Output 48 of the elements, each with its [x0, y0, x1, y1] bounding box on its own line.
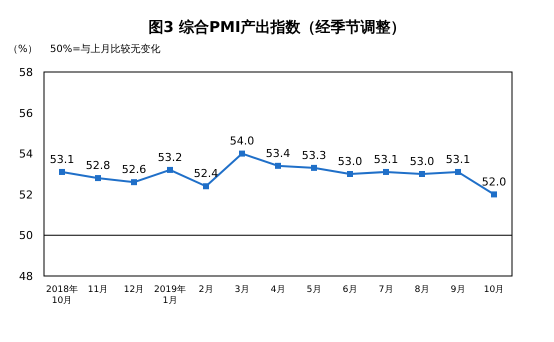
data-label: 53.2 [158, 150, 182, 164]
point [59, 168, 65, 175]
point [383, 168, 389, 175]
y-tick-label: 48 [19, 270, 33, 283]
y-tick-label: 50 [19, 229, 33, 242]
x-tick-label: 5月 [306, 285, 322, 295]
y-axis-title: （%） [8, 44, 38, 55]
data-label: 52.0 [482, 175, 506, 188]
data-label: 53.1 [374, 152, 398, 166]
data-label: 53.4 [266, 146, 290, 160]
point [311, 164, 317, 171]
data-label: 52.6 [122, 163, 146, 176]
point [419, 171, 425, 177]
data-label: 53.0 [410, 155, 434, 168]
data-label: 54.0 [230, 134, 254, 148]
point [203, 183, 209, 190]
data-label: 53.3 [302, 148, 326, 162]
chart-title: 图3 综合PMI产出指数（经季节调整） [148, 18, 406, 36]
text: 50%=与上月比较无变化 [50, 43, 161, 55]
data-label: 52.8 [86, 159, 110, 172]
y-tick-label: 58 [19, 66, 33, 79]
x-tick-label: 4月 [270, 285, 286, 295]
point [347, 171, 353, 177]
x-tick-label: 12月 [124, 285, 144, 295]
point [167, 166, 173, 173]
x-tick-label: 6月 [342, 285, 358, 295]
x-tick-label: 7月 [378, 285, 394, 295]
x-tick-label: 10月 [484, 285, 504, 295]
x-tick-label: 11月 [88, 285, 108, 295]
point [239, 150, 245, 157]
point [131, 179, 137, 186]
x-tick-label: 2月 [198, 285, 214, 295]
x-tick-label: 2018年 10月 [46, 284, 78, 306]
x-tick-label: 8月 [414, 285, 430, 295]
y-tick-label: 52 [19, 188, 33, 202]
data-label: 53.0 [338, 155, 362, 168]
data-label: 53.1 [446, 152, 470, 166]
point [95, 175, 101, 182]
y-tick-label: 54 [19, 148, 33, 161]
point [491, 191, 497, 198]
data-label: 52.4 [194, 167, 218, 180]
x-tick-label: 2019年 1月 [154, 284, 186, 306]
data-label: 53.1 [50, 152, 74, 166]
x-tick-label: 9月 [450, 285, 466, 295]
y-tick-label: 56 [19, 106, 33, 120]
x-tick-label: 3月 [234, 285, 250, 295]
point [275, 162, 281, 169]
point [455, 168, 461, 175]
